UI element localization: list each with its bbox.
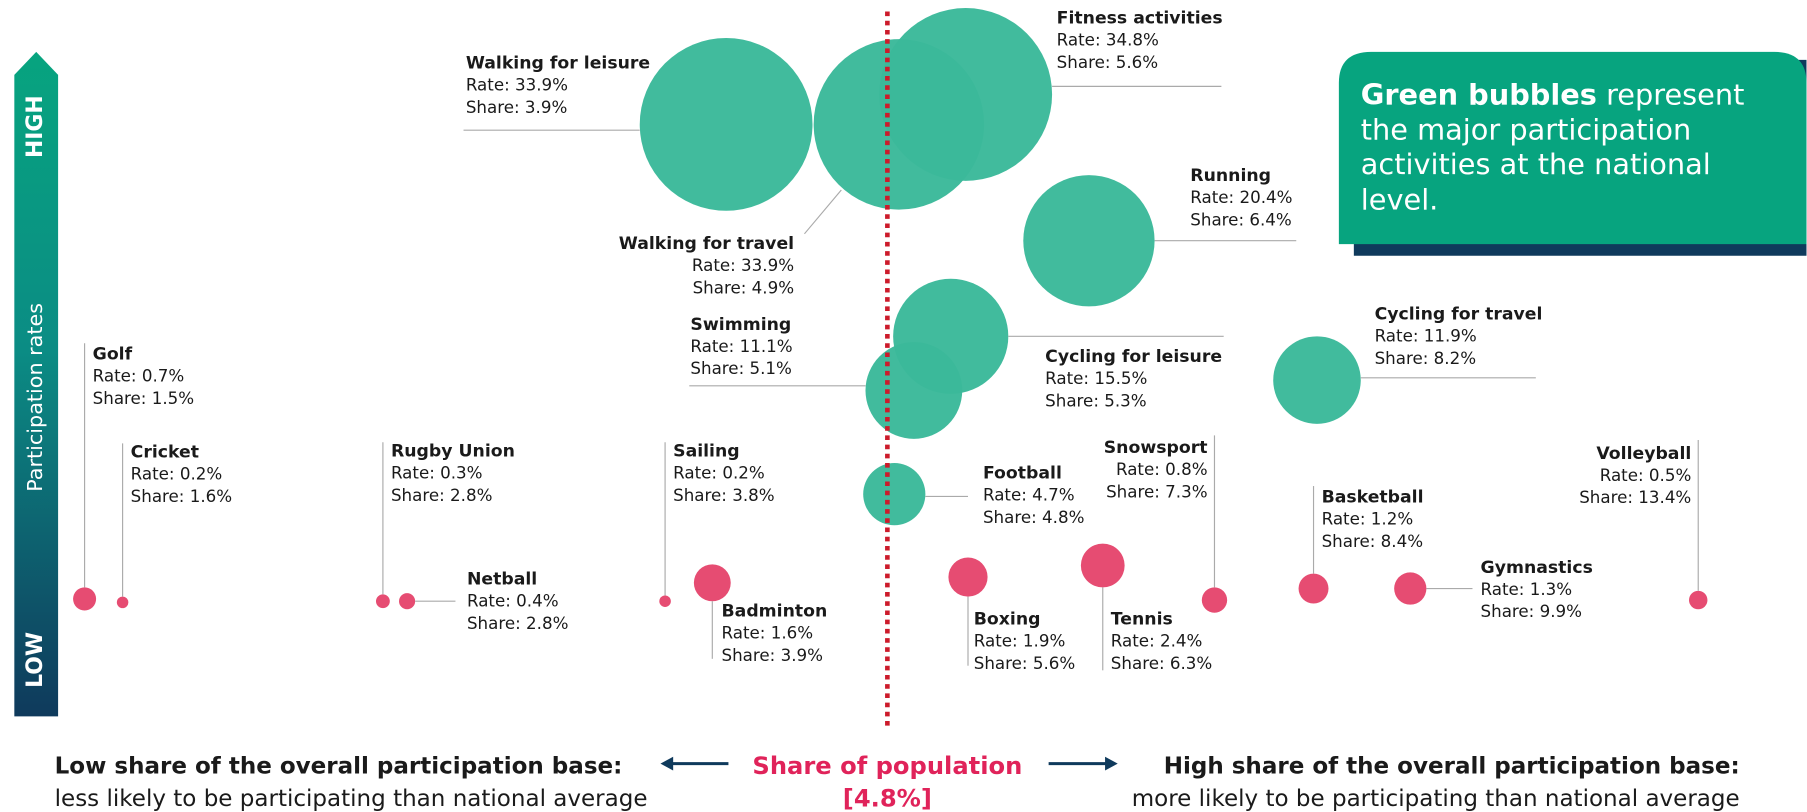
activity-rate: Rate: 0.2%	[673, 462, 765, 482]
activity-rate: Rate: 15.5%	[1045, 368, 1147, 388]
bubble	[1298, 573, 1329, 604]
footer-center-title: Share of population	[752, 752, 1022, 780]
activity-name: Swimming	[690, 315, 791, 335]
bubble	[659, 595, 671, 607]
activity-name: Boxing	[974, 610, 1041, 630]
footer-center-value: [4.8%]	[843, 784, 932, 812]
activity-name: Cycling for leisure	[1045, 347, 1222, 367]
activity-share: Share: 3.9%	[722, 645, 823, 665]
footer-right-text: more likely to be participating than nat…	[1132, 786, 1740, 812]
activity-rate: Rate: 0.5%	[1600, 465, 1692, 485]
activity-rate: Rate: 33.9%	[692, 255, 794, 275]
activity-rate: Rate: 1.3%	[1481, 579, 1573, 599]
activity-share: Share: 9.9%	[1481, 601, 1582, 621]
activity-share: Share: 2.8%	[467, 613, 568, 633]
bubble	[693, 564, 731, 602]
activity-rate: Rate: 1.2%	[1322, 509, 1414, 529]
activity-share: Share: 1.5%	[93, 388, 194, 408]
activity-name: Tennis	[1111, 610, 1173, 630]
axis-arrow	[14, 51, 59, 717]
callout-box	[1338, 51, 1807, 245]
callout-line: level.	[1361, 183, 1439, 217]
activity-rate: Rate: 0.7%	[93, 366, 185, 386]
activity-rate: Rate: 4.7%	[983, 484, 1075, 504]
bubble	[948, 557, 988, 597]
activity-share: Share: 5.1%	[690, 358, 791, 378]
activity-share: Share: 1.6%	[131, 486, 232, 506]
activity-rate: Rate: 0.3%	[391, 462, 483, 482]
activity-name: Golf	[93, 345, 133, 365]
activity-name: Cricket	[131, 443, 199, 463]
activity-share: Share: 2.8%	[391, 485, 492, 505]
bubble	[1201, 587, 1228, 613]
activity-name: Rugby Union	[391, 441, 515, 461]
activity-rate: Rate: 0.8%	[1116, 459, 1208, 479]
activity-name: Snowsport	[1104, 438, 1208, 458]
activity-share: Share: 8.2%	[1375, 348, 1476, 368]
bubble	[639, 38, 813, 211]
activity-share: Share: 4.9%	[693, 278, 794, 298]
bubble	[116, 596, 129, 609]
activity-rate: Rate: 33.9%	[466, 74, 568, 94]
activity-share: Share: 6.3%	[1111, 653, 1212, 673]
activity-name: Netball	[467, 569, 537, 589]
axis-high: HIGH	[23, 95, 48, 158]
callout-line: activities at the national	[1361, 147, 1711, 181]
bubble	[1394, 572, 1427, 605]
arrow-right-head	[1105, 756, 1118, 771]
bubble	[1080, 543, 1125, 588]
footer-right-title: High share of the overall participation …	[1164, 754, 1740, 780]
activity-name: Sailing	[673, 441, 740, 461]
activity-share: Share: 13.4%	[1579, 487, 1691, 507]
leader-line	[804, 189, 842, 235]
activity-share: Share: 8.4%	[1322, 531, 1423, 551]
bubble	[399, 593, 416, 610]
activity-name: Cycling for travel	[1375, 304, 1543, 324]
bubble	[863, 463, 926, 526]
activity-name: Basketball	[1322, 488, 1424, 508]
activity-rate: Rate: 34.8%	[1057, 29, 1159, 49]
activity-rate: Rate: 1.6%	[722, 623, 814, 643]
activity-rate: Rate: 11.1%	[690, 336, 792, 356]
activity-name: Gymnastics	[1481, 558, 1593, 578]
bubble	[1689, 590, 1708, 610]
bubble	[865, 342, 963, 439]
activity-share: Share: 5.3%	[1045, 390, 1146, 410]
activity-share: Share: 5.6%	[974, 653, 1075, 673]
activity-name: Football	[983, 463, 1062, 483]
bubble	[73, 587, 97, 611]
activity-share: Share: 4.8%	[983, 507, 1084, 527]
activity-name: Running	[1190, 166, 1271, 186]
activity-share: Share: 5.6%	[1057, 52, 1158, 72]
bubble	[879, 8, 1053, 181]
arrow-left-head	[660, 756, 674, 771]
axis-low: LOW	[23, 632, 48, 688]
activity-share: Share: 7.3%	[1106, 481, 1207, 501]
activity-rate: Rate: 11.9%	[1375, 325, 1477, 345]
footer-left-text: less likely to be participating than nat…	[55, 786, 648, 812]
activity-rate: Rate: 1.9%	[974, 631, 1066, 651]
activity-share: Share: 3.9%	[466, 97, 567, 117]
activity-share: Share: 3.8%	[673, 485, 774, 505]
bubble	[1023, 175, 1155, 307]
activity-share: Share: 6.4%	[1190, 210, 1291, 230]
axis-label: Participation rates	[23, 303, 47, 492]
activity-name: Badminton	[722, 602, 828, 622]
bubble	[375, 594, 390, 609]
activity-name: Walking for leisure	[466, 53, 650, 73]
activity-name: Fitness activities	[1057, 8, 1223, 28]
callout-line: the major participation	[1361, 112, 1692, 146]
activity-name: Walking for travel	[619, 234, 794, 254]
activity-rate: Rate: 2.4%	[1111, 631, 1203, 651]
activity-rate: Rate: 0.2%	[131, 464, 223, 484]
activity-rate: Rate: 0.4%	[467, 590, 559, 610]
footer-left-title: Low share of the overall participation b…	[55, 754, 623, 780]
bubble	[1273, 336, 1361, 424]
activity-rate: Rate: 20.4%	[1190, 187, 1292, 207]
callout-line: Green bubbles represent	[1361, 78, 1745, 112]
activity-name: Volleyball	[1596, 444, 1691, 464]
